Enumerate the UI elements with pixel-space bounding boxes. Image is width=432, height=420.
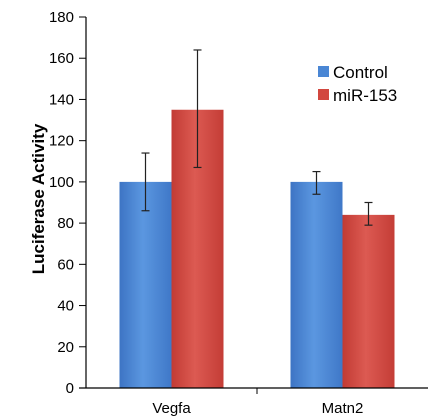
legend-item: miR-153	[318, 86, 397, 105]
y-tick-label: 160	[49, 50, 74, 67]
y-tick-label: 40	[57, 298, 74, 315]
y-tick-label: 140	[49, 91, 74, 108]
y-axis-title: Luciferase Activity	[29, 123, 48, 274]
y-tick-label: 120	[49, 133, 74, 150]
axes	[79, 17, 428, 394]
y-tick-label: 80	[57, 215, 74, 232]
y-tick-label: 180	[49, 9, 74, 26]
legend-swatch	[318, 66, 329, 77]
bars	[119, 109, 395, 388]
y-axis-ticks: 0 20 40 60 80 100 120 140 160 180	[49, 9, 86, 397]
y-tick-label: 60	[57, 256, 74, 273]
y-tick-label: 20	[57, 339, 74, 356]
error-bar	[193, 49, 202, 169]
x-category-label: Matn2	[322, 400, 364, 417]
error-bar	[312, 170, 321, 195]
legend-item: Control	[318, 63, 388, 82]
y-tick-label: 100	[49, 174, 74, 191]
error-bars	[141, 49, 373, 226]
legend-label: Control	[333, 63, 388, 82]
legend-swatch	[318, 89, 329, 100]
bar-control-vegfa	[119, 181, 172, 388]
legend-label: miR-153	[333, 86, 397, 105]
legend: Control miR-153	[318, 63, 397, 105]
x-category-label: Vegfa	[152, 400, 191, 417]
y-tick-label: 0	[66, 380, 74, 397]
bar-control-matn2	[290, 181, 343, 388]
x-axis-category-labels: Vegfa Matn2	[152, 400, 363, 417]
bar-mir-153-matn2	[342, 214, 395, 388]
error-bar	[141, 152, 150, 212]
error-bar	[364, 201, 373, 226]
